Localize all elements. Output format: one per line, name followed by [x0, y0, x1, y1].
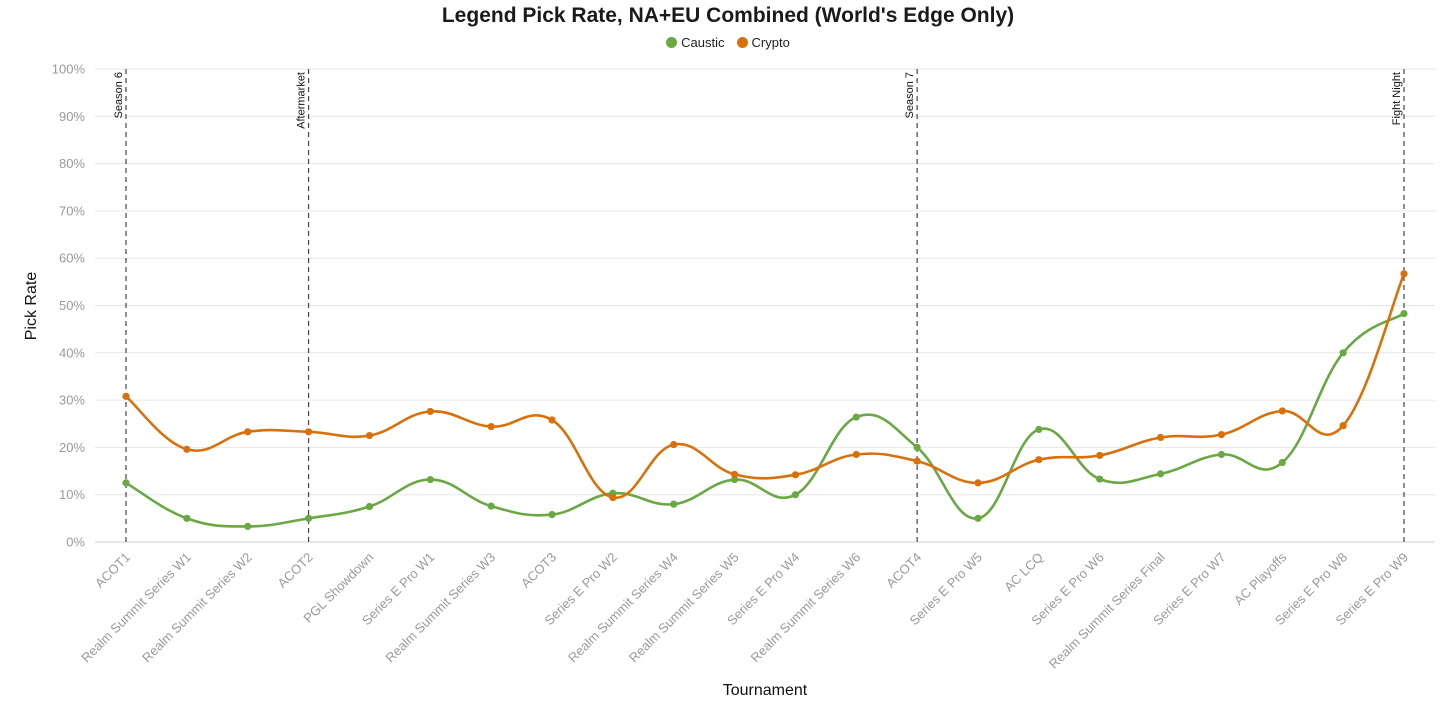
data-point-caustic[interactable] [426, 475, 434, 484]
data-point-caustic[interactable] [913, 443, 921, 451]
data-point-caustic[interactable] [1278, 458, 1286, 467]
y-tick-label: 50% [59, 298, 85, 313]
series-line-crypto [125, 273, 1406, 499]
data-point-crypto[interactable] [1400, 270, 1408, 278]
data-point-crypto[interactable] [548, 416, 556, 424]
annotation-lines: Season 6 Aftermarket Season 7 Fight Night [113, 69, 1405, 542]
y-tick-label: 100% [52, 62, 86, 77]
chart-title: Legend Pick Rate, NA+EU Combined (World'… [441, 4, 1015, 27]
x-tick-label: Realm Summit Series W1 [78, 550, 194, 666]
data-point-crypto[interactable] [122, 392, 130, 400]
gridlines [95, 68, 1435, 543]
data-point-crypto[interactable] [365, 431, 374, 440]
data-point-crypto[interactable] [1156, 433, 1165, 442]
legend-item-caustic[interactable]: Caustic [666, 35, 725, 50]
data-point-crypto[interactable] [244, 428, 252, 436]
x-tick-label: Realm Summit Series W2 [139, 550, 255, 666]
data-point-caustic[interactable] [1217, 450, 1226, 459]
data-point-crypto[interactable] [1096, 451, 1104, 460]
y-tick-label: 40% [59, 345, 85, 360]
annotation-label-fight-night: Fight Night [1391, 72, 1403, 125]
legend-caustic-marker [666, 37, 678, 48]
data-point-crypto[interactable] [670, 440, 678, 449]
data-point-caustic[interactable] [1035, 425, 1043, 434]
legend-item-crypto[interactable]: Crypto [736, 35, 790, 50]
x-tick-label: AC Playoffs [1231, 549, 1290, 608]
y-tick-label: 60% [59, 251, 85, 266]
x-tick-label: ACOT1 [92, 550, 133, 591]
data-point-crypto[interactable] [791, 471, 800, 479]
data-point-caustic[interactable] [1400, 309, 1408, 318]
y-tick-label: 80% [59, 156, 85, 171]
data-point-caustic[interactable] [487, 502, 495, 510]
x-tick-label: Realm Summit Series W5 [626, 550, 742, 666]
data-point-caustic[interactable] [852, 413, 860, 421]
data-point-crypto[interactable] [852, 450, 860, 459]
data-point-caustic[interactable] [1156, 470, 1165, 478]
series-points [122, 270, 1408, 530]
x-tick-label: ACOT3 [518, 550, 559, 591]
data-point-crypto[interactable] [304, 428, 313, 436]
data-point-caustic[interactable] [122, 479, 130, 487]
x-tick-label: AC LCQ [1001, 550, 1046, 595]
x-tick-label: Realm Summit Series W3 [382, 550, 498, 666]
x-tick-label: Realm Summit Series W6 [748, 550, 864, 666]
data-point-caustic[interactable] [1096, 475, 1104, 483]
legend-crypto-label: Crypto [751, 35, 790, 50]
data-point-crypto[interactable] [487, 422, 495, 431]
annotation-label-season-7: Season 7 [904, 72, 916, 118]
legend-crypto-marker [736, 37, 748, 48]
data-point-crypto[interactable] [913, 457, 921, 465]
data-point-crypto[interactable] [426, 407, 434, 416]
y-tick-label: 10% [59, 487, 85, 502]
x-tick-label: ACOT2 [274, 550, 315, 591]
y-tick-label: 70% [59, 203, 85, 218]
chart-legend: Caustic Crypto [0, 35, 1456, 50]
data-point-caustic[interactable] [670, 500, 678, 508]
legend-caustic-label: Caustic [681, 35, 725, 50]
x-tick-label: Realm Summit Series Final [1046, 549, 1168, 671]
data-point-crypto[interactable] [1278, 407, 1286, 415]
data-point-caustic[interactable] [791, 491, 800, 499]
data-point-caustic[interactable] [244, 522, 252, 530]
y-tick-label: 30% [59, 393, 85, 408]
data-point-crypto[interactable] [183, 445, 191, 453]
data-point-caustic[interactable] [548, 510, 556, 519]
x-tick-label: ACOT4 [883, 550, 924, 591]
data-point-caustic[interactable] [730, 475, 739, 484]
y-axis-ticks: 0% 10% 20% 30% 40% 50% 60% 70% 80% 90% 100% [52, 62, 86, 550]
data-point-caustic[interactable] [365, 502, 374, 511]
annotation-label-aftermarket: Aftermarket [296, 72, 308, 129]
data-point-crypto[interactable] [1339, 422, 1347, 430]
x-tick-label: Realm Summit Series W4 [565, 550, 681, 666]
data-point-crypto[interactable] [974, 479, 982, 487]
data-point-crypto[interactable] [609, 493, 617, 502]
y-tick-label: 0% [66, 535, 85, 550]
data-point-crypto[interactable] [730, 470, 739, 478]
data-point-caustic[interactable] [183, 514, 191, 522]
x-axis-title: Tournament [723, 682, 808, 699]
annotation-label-season-6: Season 6 [113, 72, 125, 118]
data-point-caustic[interactable] [304, 514, 313, 522]
data-point-caustic[interactable] [1339, 349, 1347, 357]
data-point-caustic[interactable] [974, 514, 982, 522]
y-tick-label: 90% [59, 109, 85, 124]
y-tick-label: 20% [59, 440, 85, 455]
data-point-crypto[interactable] [1035, 456, 1043, 464]
y-axis-title: Pick Rate [23, 272, 40, 341]
data-point-crypto[interactable] [1217, 431, 1226, 439]
